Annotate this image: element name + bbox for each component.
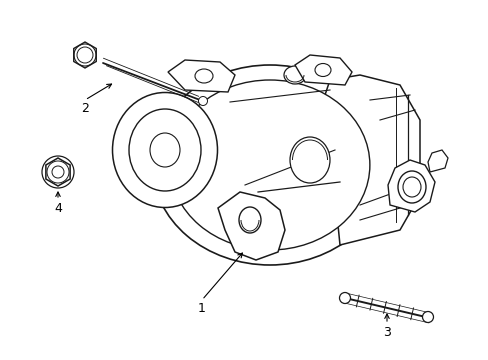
Ellipse shape (314, 63, 330, 77)
Ellipse shape (239, 207, 261, 233)
Polygon shape (325, 75, 419, 245)
Polygon shape (427, 150, 447, 172)
Text: 4: 4 (54, 202, 62, 215)
Ellipse shape (198, 96, 207, 105)
Ellipse shape (289, 137, 329, 183)
Ellipse shape (152, 65, 386, 265)
Polygon shape (294, 55, 351, 85)
Text: 2: 2 (81, 102, 89, 114)
Polygon shape (387, 160, 434, 212)
Text: 1: 1 (198, 302, 205, 315)
Ellipse shape (129, 109, 201, 191)
Ellipse shape (52, 166, 64, 178)
Ellipse shape (112, 93, 217, 207)
Polygon shape (74, 42, 96, 68)
Ellipse shape (150, 133, 180, 167)
Ellipse shape (402, 177, 420, 197)
Ellipse shape (195, 69, 213, 83)
Ellipse shape (77, 47, 93, 63)
Polygon shape (218, 192, 285, 260)
Ellipse shape (170, 80, 369, 250)
Text: 3: 3 (382, 325, 390, 338)
Polygon shape (168, 60, 235, 92)
Polygon shape (46, 158, 70, 186)
Ellipse shape (284, 66, 305, 84)
Ellipse shape (422, 311, 433, 323)
Ellipse shape (339, 292, 350, 303)
Ellipse shape (397, 171, 425, 203)
